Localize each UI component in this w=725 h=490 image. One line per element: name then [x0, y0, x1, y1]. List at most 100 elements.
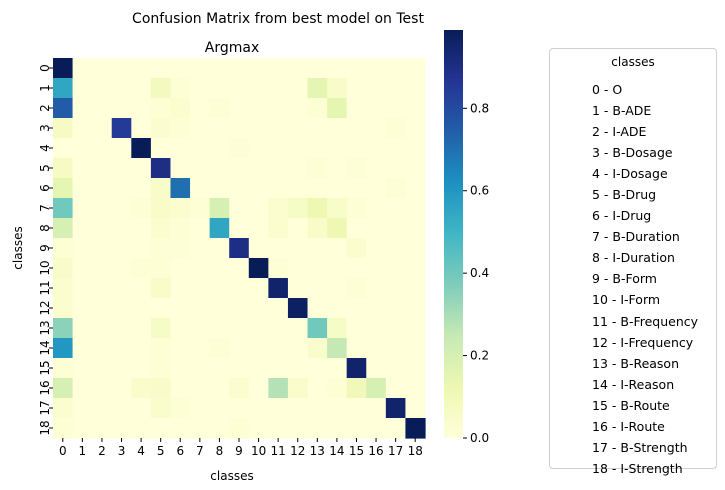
- heatmap-cell: [209, 338, 230, 359]
- heatmap-cell: [209, 218, 230, 239]
- legend-item: 11 - B-Frequency: [592, 313, 699, 329]
- heatmap-cell: [190, 258, 211, 279]
- heatmap-cell: [287, 198, 309, 219]
- heatmap-cell: [268, 378, 289, 399]
- heatmap-cell: [346, 98, 367, 119]
- legend-item: 1 - B-ADE: [592, 103, 652, 119]
- heatmap-cell: [268, 238, 289, 259]
- heatmap-cell: [346, 218, 367, 239]
- x-tick-label: 14: [329, 444, 344, 458]
- heatmap-cell: [111, 138, 132, 159]
- heatmap-cell: [150, 138, 172, 159]
- heatmap-cell: [385, 258, 407, 279]
- heatmap-cell: [131, 98, 152, 119]
- heatmap-cell: [346, 298, 367, 319]
- heatmap-cell: [405, 178, 426, 199]
- heatmap-cell: [385, 118, 407, 139]
- heatmap-cell: [72, 398, 93, 419]
- heatmap-cell: [150, 398, 172, 419]
- heatmap-cell: [405, 138, 426, 159]
- colorbar-tick-label: 0.8: [470, 101, 489, 115]
- heatmap-cell: [268, 338, 289, 359]
- heatmap-cell: [111, 258, 132, 279]
- heatmap-cell: [170, 118, 191, 139]
- heatmap-cell: [366, 158, 387, 179]
- heatmap-cell: [268, 198, 289, 219]
- heatmap-cell: [209, 138, 230, 159]
- heatmap-cell: [53, 338, 74, 359]
- heatmap: [53, 58, 426, 439]
- heatmap-cell: [150, 238, 172, 259]
- heatmap-cell: [170, 98, 191, 119]
- x-tick-label: 5: [157, 444, 165, 458]
- heatmap-cell: [170, 318, 191, 339]
- x-tick-label: 2: [98, 444, 106, 458]
- heatmap-cell: [385, 278, 407, 299]
- heatmap-cell: [327, 118, 348, 139]
- y-tick-label: 1: [38, 84, 52, 92]
- legend-item: 10 - I-Form: [592, 292, 661, 308]
- x-tick-label: 6: [176, 444, 184, 458]
- heatmap-cell: [385, 358, 407, 379]
- heatmap-cell: [346, 398, 367, 419]
- heatmap-cell: [229, 118, 250, 139]
- heatmap-cell: [229, 138, 250, 159]
- heatmap-cell: [366, 338, 387, 359]
- heatmap-cell: [229, 238, 250, 259]
- legend-item: 6 - I-Drug: [592, 208, 652, 224]
- heatmap-cell: [405, 58, 426, 79]
- heatmap-cell: [53, 78, 74, 99]
- heatmap-cell: [92, 118, 113, 139]
- x-tick-label: 11: [271, 444, 286, 458]
- heatmap-cell: [150, 258, 172, 279]
- legend-item: 14 - I-Reason: [592, 376, 675, 392]
- heatmap-cell: [170, 298, 191, 319]
- legend-item: 18 - I-Strength: [592, 460, 683, 476]
- heatmap-cell: [405, 418, 426, 439]
- heatmap-cell: [229, 378, 250, 399]
- y-tick-label: 11: [38, 280, 52, 295]
- heatmap-cell: [131, 338, 152, 359]
- heatmap-cell: [170, 218, 191, 239]
- heatmap-cell: [92, 218, 113, 239]
- heatmap-cell: [92, 178, 113, 199]
- heatmap-cell: [92, 338, 113, 359]
- heatmap-cell: [287, 318, 309, 339]
- heatmap-cell: [209, 58, 230, 79]
- heatmap-cell: [327, 378, 348, 399]
- heatmap-cell: [385, 298, 407, 319]
- heatmap-cell: [287, 58, 309, 79]
- heatmap-cell: [366, 138, 387, 159]
- y-tick-label: 4: [38, 144, 52, 152]
- heatmap-cell: [366, 178, 387, 199]
- heatmap-cell: [307, 278, 328, 299]
- heatmap-cell: [327, 338, 348, 359]
- heatmap-cell: [248, 218, 269, 239]
- heatmap-cell: [385, 378, 407, 399]
- x-tick-label: 15: [349, 444, 364, 458]
- heatmap-cell: [405, 98, 426, 119]
- heatmap-cell: [287, 78, 309, 99]
- x-tick-label: 3: [118, 444, 126, 458]
- heatmap-cell: [405, 278, 426, 299]
- x-axis-label: classes: [210, 469, 253, 483]
- heatmap-cell: [111, 78, 132, 99]
- heatmap-cell: [248, 418, 269, 439]
- heatmap-cell: [53, 198, 74, 219]
- heatmap-cell: [327, 278, 348, 299]
- heatmap-cell: [170, 418, 191, 439]
- heatmap-cell: [287, 358, 309, 379]
- heatmap-cell: [170, 258, 191, 279]
- heatmap-cell: [72, 378, 93, 399]
- heatmap-cell: [268, 98, 289, 119]
- y-tick-label: 14: [38, 340, 52, 355]
- heatmap-cell: [307, 318, 328, 339]
- heatmap-cell: [131, 278, 152, 299]
- heatmap-cell: [131, 298, 152, 319]
- heatmap-cell: [346, 338, 367, 359]
- heatmap-cell: [190, 418, 211, 439]
- heatmap-cell: [327, 158, 348, 179]
- heatmap-cell: [111, 358, 132, 379]
- heatmap-cell: [268, 118, 289, 139]
